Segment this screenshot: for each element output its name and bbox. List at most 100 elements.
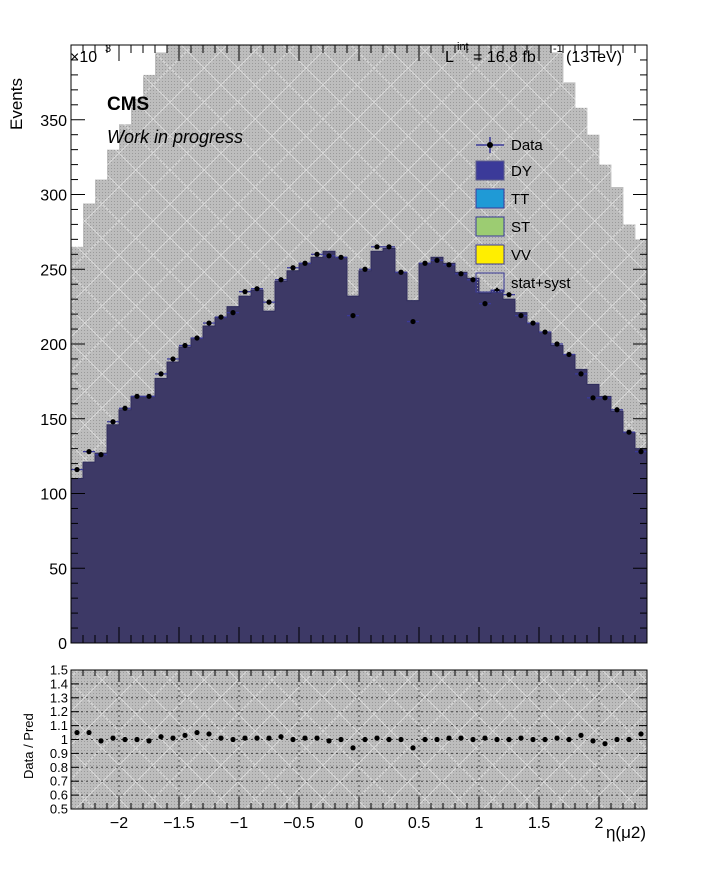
mc-bin xyxy=(575,369,588,643)
legend-entry-st: ST xyxy=(475,216,530,237)
ratio-point xyxy=(518,735,524,741)
y-axis-title: Events xyxy=(7,78,26,130)
x-axis-title: η(μ2) xyxy=(606,823,646,842)
svg-text:int: int xyxy=(457,41,469,53)
mc-bin xyxy=(95,453,108,643)
ratio-point xyxy=(230,736,236,743)
mc-bin xyxy=(119,409,132,643)
mc-bin xyxy=(263,311,276,643)
data-point xyxy=(374,244,380,250)
ratio-point xyxy=(170,735,176,741)
ratio-point xyxy=(434,736,440,743)
ratio-point xyxy=(86,729,92,736)
mc-bin xyxy=(191,338,204,643)
x-tick-label: 0 xyxy=(355,815,364,832)
svg-text:(13TeV): (13TeV) xyxy=(566,49,622,66)
mc-bin xyxy=(251,290,264,643)
mc-bin xyxy=(203,326,216,643)
ratio-point xyxy=(218,735,224,741)
mc-bin xyxy=(323,251,336,643)
mc-bin xyxy=(299,263,312,643)
ratio-point xyxy=(206,731,212,737)
ratio-y-tick-label: 0.6 xyxy=(50,788,68,803)
ratio-point xyxy=(590,738,596,744)
ratio-point xyxy=(338,736,344,743)
data-point xyxy=(386,244,392,250)
ratio-y-tick-label: 1.3 xyxy=(50,690,68,705)
y-tick-label: 150 xyxy=(40,412,67,429)
x-tick-label: −1 xyxy=(230,815,248,832)
svg-text:= 16.8 fb: = 16.8 fb xyxy=(473,49,536,66)
svg-text:stat+syst: stat+syst xyxy=(511,275,571,292)
data-point xyxy=(626,429,632,435)
x-tick-label: −0.5 xyxy=(283,815,315,832)
mc-bin xyxy=(131,396,144,643)
ratio-point xyxy=(446,735,452,741)
data-point xyxy=(554,341,560,347)
mc-bin xyxy=(347,296,360,643)
data-point xyxy=(218,314,224,320)
svg-text:ST: ST xyxy=(511,219,530,236)
svg-text:DY: DY xyxy=(511,163,532,180)
mc-bin xyxy=(83,462,96,643)
ratio-point xyxy=(362,736,368,743)
y-tick-label: 50 xyxy=(49,561,67,578)
ratio-points xyxy=(74,729,644,751)
mc-bin xyxy=(407,300,420,643)
ratio-axes: 0.50.60.70.80.911.11.21.31.41.5−2 −1.5 −1−… xyxy=(50,663,647,832)
data-point xyxy=(350,312,356,319)
data-point xyxy=(578,371,584,377)
x-tick-label: 1 xyxy=(475,815,484,832)
mc-bin xyxy=(527,323,540,643)
mc-bin xyxy=(431,257,444,643)
data-point xyxy=(194,335,200,341)
ratio-point xyxy=(482,735,488,741)
data-point xyxy=(290,265,296,271)
mc-bin xyxy=(539,332,552,643)
legend-entry-dy: DY xyxy=(475,160,532,181)
data-point xyxy=(482,301,488,307)
data-point xyxy=(470,277,476,283)
data-point xyxy=(458,271,464,277)
ratio-point xyxy=(326,738,332,744)
data-point xyxy=(302,260,308,266)
ratio-y-tick-label: 1.5 xyxy=(50,663,68,678)
ratio-point xyxy=(194,729,200,736)
mc-bin xyxy=(515,312,528,643)
ratio-y-tick-label: 1 xyxy=(61,732,68,747)
data-points xyxy=(71,244,647,473)
data-point xyxy=(398,269,404,275)
mc-bin xyxy=(467,278,480,643)
mc-bin xyxy=(551,345,564,643)
data-point xyxy=(98,452,104,458)
mc-bin xyxy=(491,290,504,643)
svg-text:Data: Data xyxy=(511,137,543,154)
data-point xyxy=(242,289,248,295)
legend-entry-stat-syst: stat+syst xyxy=(475,272,571,293)
ratio-point xyxy=(350,745,356,751)
ratio-y-tick-label: 1.2 xyxy=(50,704,68,719)
mc-bin xyxy=(419,263,432,643)
legend-entry-data: Data xyxy=(476,137,543,154)
ratio-point xyxy=(458,735,464,741)
data-point xyxy=(170,356,176,362)
data-point xyxy=(314,251,320,257)
ratio-point xyxy=(506,736,512,743)
data-point xyxy=(338,254,344,260)
ratio-point xyxy=(542,736,548,743)
ratio-y-tick-label: 0.8 xyxy=(50,760,68,775)
ratio-point xyxy=(602,741,608,747)
ratio-point xyxy=(554,735,560,741)
ratio-point xyxy=(614,736,620,743)
mc-bin xyxy=(635,448,647,643)
ratio-point xyxy=(266,735,272,741)
ratio-point xyxy=(578,732,584,738)
ratio-y-tick-label: 0.7 xyxy=(50,774,68,789)
data-point xyxy=(74,466,80,473)
ratio-point xyxy=(110,735,116,741)
data-point xyxy=(110,419,116,425)
lumi-label: L int = 16.8 fb -1 (13TeV) xyxy=(445,41,622,66)
ratio-point xyxy=(398,736,404,743)
data-point xyxy=(566,351,572,358)
